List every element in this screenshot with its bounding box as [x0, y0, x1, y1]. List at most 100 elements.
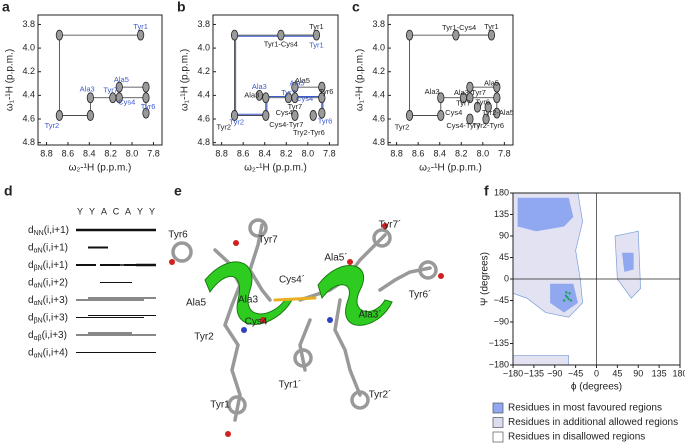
residue-label: Tyr1´: [279, 379, 302, 391]
noe-bar: [100, 264, 120, 266]
subscript: αβ: [34, 335, 42, 342]
x-tick-label: −180: [503, 368, 523, 378]
peak: [405, 29, 414, 41]
args: (i,i+3): [43, 312, 68, 323]
peak-label: Ala5: [290, 79, 305, 88]
residue-label: Tyr2: [194, 332, 214, 343]
y-tick-label: 0: [504, 273, 509, 283]
legend-label: Residues in disallowed regions: [508, 432, 645, 443]
peak-label: Tyr6: [318, 116, 333, 125]
x-tick-label: 8.4: [258, 148, 271, 158]
peak-label: Cys4-Tyr7: [269, 120, 303, 129]
y-tick-label: 90: [499, 230, 509, 240]
x-tick-label: 8.2: [455, 148, 468, 158]
args: (i,i+1): [43, 242, 68, 253]
y-tick-label: 4.0: [372, 42, 385, 52]
x-tick-label: 8.2: [104, 148, 117, 158]
residue-point: [562, 299, 566, 302]
residue-label: Ala5: [186, 298, 206, 309]
y-tick-label: 45: [499, 252, 509, 262]
y-tick-label: 4.0: [22, 42, 35, 52]
noe-row-label: dαN(i,i+3): [28, 295, 68, 307]
noe-bar: [136, 263, 156, 267]
y-tick-label: 4.4: [22, 90, 35, 100]
residue-label: Tyr7: [258, 235, 278, 246]
noe-bar: [112, 264, 132, 266]
residue: Y: [77, 206, 83, 216]
peak: [493, 107, 501, 119]
connectivity-line-blue: [235, 35, 324, 115]
y-tick-label: 3.8: [197, 19, 210, 29]
y-axis-label: ω₁-¹H (p.p.m.): [355, 49, 366, 111]
noe-bar: [124, 264, 144, 266]
y-tick-label: 4.6: [197, 113, 210, 123]
peak: [484, 101, 492, 113]
noe-bar: [76, 317, 120, 318]
y-tick-label: 180: [494, 187, 509, 197]
y-tick-label: 135: [494, 209, 509, 219]
peak: [466, 81, 474, 93]
panel-letter: a: [2, 0, 10, 15]
plot-frame: [387, 14, 514, 146]
x-axis-label: ω₂-¹H (p.p.m.): [244, 163, 307, 174]
peak: [142, 107, 150, 119]
subscript: αN: [34, 282, 43, 289]
residue-label: Ala3´: [358, 309, 381, 321]
panel-letter: e: [174, 183, 182, 199]
peak-label: Tyr7: [281, 88, 296, 97]
y-tick-label: 3.8: [22, 19, 35, 29]
y-tick-label: 4.2: [22, 66, 35, 76]
legend-swatch: [492, 402, 504, 414]
peak: [142, 81, 150, 93]
peak-label: Tyr1-Cys4: [264, 40, 298, 49]
peak: [255, 89, 263, 101]
y-tick-label: 4.2: [372, 66, 385, 76]
y-tick-label: −45: [494, 295, 509, 305]
peak-label: Tyr2: [216, 122, 231, 131]
args: (i,i+2): [43, 277, 68, 288]
peak: [452, 29, 460, 41]
allowed-region: [512, 355, 570, 366]
peak-label: Tyr6: [476, 97, 491, 106]
noe-bar: [88, 315, 132, 316]
noe-bar: [112, 315, 156, 316]
residue: C: [113, 206, 120, 216]
residue-point: [568, 292, 571, 295]
x-tick-label: −45: [568, 368, 583, 378]
residue-label: Tyr6´: [409, 289, 432, 301]
peak: [115, 81, 123, 93]
residue: Y: [89, 206, 95, 216]
residue-label: Tyr6: [168, 230, 188, 241]
residue-label: Tyr7´: [379, 219, 402, 231]
residue-label: Tyr2´: [369, 389, 392, 401]
peak-label: Ala5: [484, 79, 499, 88]
y-tick-label: 3.8: [372, 19, 385, 29]
legend-label: Residues in additional allowed regions: [508, 417, 678, 428]
panel-letter: b: [177, 0, 186, 15]
noe-bar: [100, 299, 144, 301]
symbol: d: [28, 225, 34, 236]
x-tick-label: 45: [612, 368, 622, 378]
peak: [318, 81, 326, 93]
y-axis-label: ω₁-¹H (p.p.m.): [180, 49, 191, 111]
peak: [262, 110, 270, 121]
x-tick-label: 8.8: [390, 148, 403, 158]
x-tick-label: 8.0: [477, 148, 490, 158]
noe-bar: [76, 352, 156, 353]
x-tick-label: −90: [547, 368, 562, 378]
residue-label: Cys4´: [279, 274, 305, 286]
peak: [318, 92, 326, 104]
peak-label: Tyr6: [141, 102, 156, 111]
peak: [318, 107, 326, 119]
noe-bar: [76, 264, 96, 266]
peak-label: Ala5: [114, 75, 129, 84]
peak-label: Tyr1-Cys4: [442, 23, 476, 32]
symbol: d: [28, 260, 34, 271]
panel-letter: c: [352, 0, 360, 15]
peak: [291, 81, 299, 93]
legend-swatch: [492, 431, 504, 443]
x-tick-label: −135: [524, 368, 544, 378]
args: (i,i+3): [42, 330, 67, 341]
plot-frame: [212, 14, 339, 146]
noe-row-label: dNN(i,i+1): [28, 225, 69, 237]
